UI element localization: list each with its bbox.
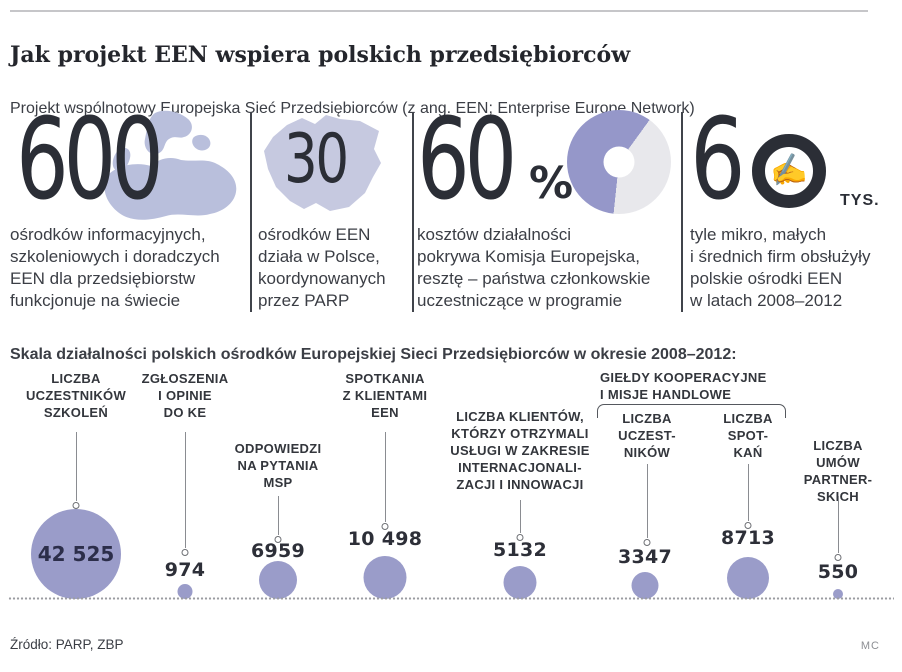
stat-desc: tyle mikro, małych i średnich firm obsłu…	[690, 224, 870, 312]
dotted-baseline	[8, 597, 894, 600]
stat-value-600: 600	[16, 95, 164, 225]
stat-desc-line: tyle mikro, małych	[690, 225, 827, 244]
stat-block-world-centers: 600 ośrodków informacyjnych, szkoleniowy…	[10, 104, 242, 315]
europe-map-graphic	[104, 110, 237, 220]
donut-chart	[567, 110, 671, 214]
page-title: Jak projekt EEN wspiera polskich przedsi…	[10, 41, 631, 68]
zero-ring-graphic: ✍	[752, 134, 826, 208]
leader-line	[76, 432, 77, 501]
bubble-odpowiedzi	[259, 561, 297, 599]
bubble-value: 10 498	[347, 528, 423, 550]
stat-desc-line: ośrodków EEN	[258, 225, 371, 244]
stat-desc-line: ośrodków informacyjnych,	[10, 225, 206, 244]
category-label-uczestnicy: LICZBA UCZEST- NIKÓW	[618, 411, 676, 460]
leader-dot	[381, 523, 389, 530]
stat-desc-line: EEN dla przedsiębiorstw	[10, 269, 196, 288]
leader-dot	[181, 549, 189, 556]
leader-dot	[834, 554, 842, 561]
stat-desc-line: w latach 2008–2012	[690, 291, 843, 310]
unit-tys: TYS.	[840, 192, 880, 209]
leader-dot	[744, 522, 752, 529]
leader-dot	[274, 536, 282, 543]
leader-dot	[72, 502, 80, 509]
bubble-klienci	[503, 566, 537, 599]
stat-desc-line: resztę – państwa członkowskie	[417, 269, 651, 288]
leader-dot	[516, 534, 524, 541]
stat-desc-line: funkcjonuje na świecie	[10, 291, 181, 310]
bubble-value: 6959	[250, 540, 306, 562]
category-label-spotkan: LICZBA SPOT- KAŃ	[723, 411, 773, 460]
bubble-value: 5132	[492, 539, 548, 561]
leader-line	[838, 496, 839, 553]
writing-hand-icon: ✍	[768, 151, 810, 190]
stat-desc: kosztów działalności pokrywa Komisja Eur…	[417, 224, 650, 312]
bubble-spotkania	[363, 556, 407, 599]
leader-dot	[643, 539, 651, 546]
leader-line	[278, 496, 279, 535]
stat-desc: ośrodków informacyjnych, szkoleniowych i…	[10, 224, 220, 312]
author-credit: MC	[860, 640, 880, 652]
stat-desc-line: działa w Polsce,	[258, 247, 380, 266]
bubble-spotkan	[727, 557, 769, 599]
bubble-value-inside: 42 525	[37, 542, 115, 566]
column-divider	[412, 112, 414, 312]
percent-sign: %	[529, 158, 574, 209]
stat-desc-line: pokrywa Komisja Europejska,	[417, 247, 640, 266]
section-heading: Skala działalności polskich ośrodków Eur…	[10, 346, 737, 364]
leader-line	[520, 500, 521, 533]
stat-desc-line: szkoleniowych i doradczych	[10, 247, 220, 266]
stat-desc-line: polskie ośrodki EEN	[690, 269, 843, 288]
leader-line	[647, 464, 648, 538]
poland-map-graphic	[264, 115, 381, 211]
stat-desc-line: kosztów działalności	[417, 225, 572, 244]
group-bracket	[597, 404, 786, 418]
source-note: Źródło: PARP, ZBP	[10, 637, 124, 652]
column-divider	[250, 112, 252, 312]
bubble-value: 8713	[720, 527, 776, 549]
donut-hole	[603, 146, 635, 178]
leader-line	[748, 464, 749, 521]
bubble-umowy	[833, 589, 843, 599]
bubble-uczestnicy	[631, 572, 659, 599]
bubble-value: 974	[164, 559, 206, 581]
bubble-szkolenia	[31, 509, 121, 599]
subtitle: Projekt wspólnotowy Europejska Sieć Prze…	[10, 100, 695, 117]
stat-desc-line: i średnich firm obsłużyły	[690, 247, 871, 266]
stat-desc-line: przez PARP	[258, 291, 350, 310]
top-rule	[10, 10, 868, 12]
stat-value-60pct: 60	[417, 95, 517, 225]
stat-desc: ośrodków EEN działa w Polsce, koordynowa…	[258, 224, 386, 312]
leader-line	[185, 432, 186, 548]
stat-desc-line: koordynowanych	[258, 269, 386, 288]
bubble-zgloszenia	[177, 584, 193, 599]
bubble-value: 550	[817, 561, 859, 583]
category-label-odpowiedzi: ODPOWIEDZI NA PYTANIA MSP	[234, 441, 322, 490]
stat-desc-line: uczestniczące w programie	[417, 291, 623, 310]
category-label-klienci: LICZBA KLIENTÓW, KTÓRZY OTRZYMALI USŁUGI…	[450, 409, 590, 492]
stat-value-30: 30	[284, 120, 349, 199]
bubble-value: 3347	[617, 546, 673, 568]
category-label-szkolenia: LICZBA UCZESTNIKÓW SZKOLEŃ	[25, 371, 127, 420]
stat-block-costs: 60 % kosztów działalności pokrywa Komisj…	[417, 104, 675, 315]
category-label-umowy: LICZBA UMÓW PARTNER- SKICH	[803, 438, 873, 504]
stat-block-poland-centers: 30 ośrodków EEN działa w Polsce, koordyn…	[258, 110, 404, 315]
leader-line	[385, 432, 386, 522]
column-divider	[681, 112, 683, 312]
group-header-gieldy: GIEŁDY KOOPERACYJNE I MISJE HANDLOWE	[600, 370, 767, 402]
category-label-spotkania: SPOTKANIA Z KLIENTAMI EEN	[342, 371, 428, 420]
stat-block-firms-served: 6 ✍ TYS. tyle mikro, małych i średnich f…	[690, 104, 898, 315]
category-label-zgloszenia: ZGŁOSZENIA I OPINIE DO KE	[141, 371, 229, 420]
stat-value-60tys-digit: 6	[690, 95, 746, 225]
